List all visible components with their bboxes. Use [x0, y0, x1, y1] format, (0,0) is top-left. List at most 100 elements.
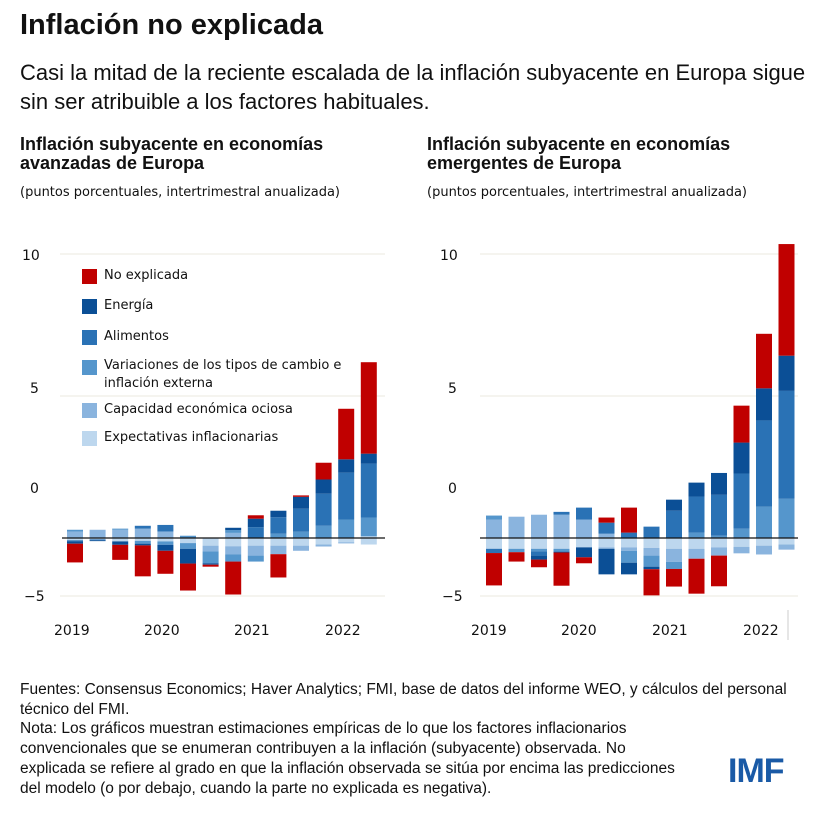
- bar-segment: [225, 532, 242, 538]
- bar-segment: [688, 532, 705, 538]
- bar-segment: [247, 545, 264, 556]
- bar-segment: [598, 517, 615, 523]
- legend-label: Capacidad económica ociosa: [104, 402, 293, 417]
- chart-title-emerging: Inflación subyacente en economías emerge…: [427, 134, 731, 173]
- bar-segment: [67, 541, 83, 544]
- bar-segment: [225, 546, 242, 555]
- legend-swatch-expectations: [82, 431, 97, 446]
- chart-title-advanced: Inflación subyacente en economías avanza…: [20, 134, 324, 173]
- bar-segment: [247, 515, 264, 519]
- legend-swatch-energy: [82, 299, 97, 314]
- bar-segment: [553, 548, 570, 552]
- bar-segment: [531, 514, 547, 538]
- bar-segment: [621, 547, 637, 551]
- bar-segment: [486, 553, 502, 586]
- y-tick-label: 0: [448, 481, 457, 497]
- bar-segment: [531, 555, 547, 560]
- bar-segment: [338, 459, 355, 473]
- bar-segment: [338, 538, 355, 543]
- footer: Fuentes: Consensus Economics; Haver Anal…: [20, 680, 800, 798]
- bar-segment: [225, 561, 242, 595]
- bar-segment: [157, 524, 174, 532]
- bar-segment: [180, 535, 196, 538]
- bar-segment: [89, 529, 106, 538]
- bar-segment: [576, 519, 592, 538]
- bar-segment: [711, 535, 727, 538]
- bar-segment: [270, 517, 287, 534]
- bar-segment: [711, 547, 727, 556]
- bar-segment: [733, 546, 750, 554]
- bar-segment: [112, 544, 129, 560]
- bar-segment: [112, 541, 129, 545]
- bar-segment: [733, 538, 750, 547]
- bar-segment: [112, 529, 129, 538]
- bar-segment: [293, 495, 309, 497]
- bar-segment: [270, 545, 287, 555]
- y-tick-label: −5: [442, 589, 463, 605]
- x-tick-label: 2020: [144, 623, 180, 639]
- bar-segment: [778, 355, 795, 391]
- bar-segment: [112, 538, 129, 542]
- bar-segment: [180, 543, 196, 549]
- bar-segment: [67, 540, 83, 542]
- bar-segment: [778, 538, 795, 545]
- bar-segment: [360, 453, 377, 464]
- bar-segment: [293, 496, 309, 509]
- bar-segment: [180, 538, 196, 544]
- legend-label: Energía: [104, 298, 154, 313]
- bar-segment: [486, 515, 502, 520]
- bar-segment: [531, 548, 547, 552]
- bar-segment: [643, 555, 660, 567]
- bar-segment: [180, 548, 196, 564]
- bar-segment: [666, 499, 682, 511]
- bar-segment: [360, 538, 377, 545]
- bar-segment: [293, 531, 309, 538]
- bar-segment: [733, 405, 750, 443]
- bar-segment: [778, 544, 795, 550]
- bar-segment: [338, 542, 355, 544]
- bar-segment: [598, 538, 615, 548]
- bar-segment: [89, 539, 106, 541]
- bar-segment: [202, 564, 219, 567]
- bar-segment: [576, 507, 592, 520]
- bar-segment: [270, 510, 287, 518]
- bar-segment: [134, 528, 151, 538]
- bar-segment: [643, 526, 660, 538]
- bar-segment: [756, 506, 772, 538]
- bar-segment: [553, 552, 570, 586]
- bar-segment: [270, 538, 287, 546]
- chart-subtitle-emerging: (puntos porcentuales, intertrimestral an…: [427, 185, 748, 200]
- y-tick-label: −5: [24, 589, 45, 605]
- bar-segment: [778, 390, 795, 499]
- bar-segment: [315, 462, 332, 480]
- x-tick-label: 2019: [54, 623, 90, 639]
- bar-segment: [67, 538, 83, 541]
- bar-segment: [89, 540, 106, 542]
- bar-segment: [180, 563, 196, 591]
- bar-segment: [315, 493, 332, 526]
- bar-segment: [621, 562, 637, 575]
- y-tick-label: 0: [30, 481, 39, 497]
- y-tick-label: 10: [440, 248, 458, 264]
- bar-segment: [688, 538, 705, 549]
- bar-segment: [756, 388, 772, 421]
- bar-segment: [486, 519, 502, 538]
- y-tick-label: 5: [30, 381, 39, 397]
- bar-segment: [598, 533, 615, 538]
- bar-segment: [666, 548, 682, 562]
- bar-segment: [756, 333, 772, 389]
- bar-segment: [666, 568, 682, 587]
- bar-segment: [67, 529, 83, 532]
- legend-label: Variaciones de los tipos de cambio e inf…: [104, 358, 342, 391]
- x-tick-label: 2022: [743, 623, 779, 639]
- bar-segment: [643, 566, 660, 570]
- bar-segment: [293, 538, 309, 546]
- legend-label: Alimentos: [104, 329, 169, 344]
- bar-segment: [338, 472, 355, 520]
- bar-segment: [756, 538, 772, 546]
- x-tick-label: 2020: [561, 623, 597, 639]
- bar-segment: [711, 538, 727, 548]
